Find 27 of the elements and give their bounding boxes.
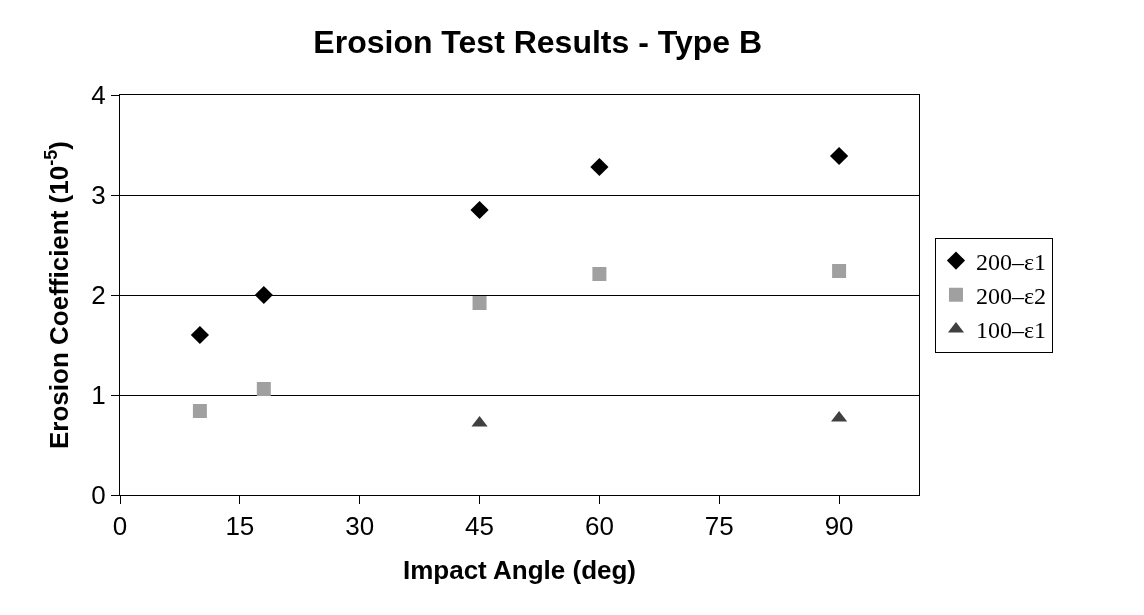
point [830, 146, 849, 166]
point [590, 157, 609, 177]
y-tick-label: 0 [91, 480, 106, 511]
x-axis-title: Impact Angle (deg) [402, 554, 637, 585]
point [192, 404, 207, 418]
point [256, 382, 271, 396]
legend-label: 200–ε2 [975, 283, 1047, 310]
legend-label: 200–ε1 [975, 248, 1047, 275]
point [472, 296, 487, 310]
y-tick-label: 1 [91, 380, 106, 411]
y-tick-label: 4 [91, 80, 106, 111]
point [832, 264, 847, 278]
x-tick-label: 0 [112, 511, 128, 542]
chart-title: Erosion Test Results - Type B [313, 24, 763, 61]
x-tick-label: 30 [345, 511, 375, 542]
legend-label: 100–ε1 [975, 317, 1047, 344]
x-tick-label: 60 [584, 511, 614, 542]
x-tick-label: 15 [225, 511, 255, 542]
point [470, 200, 489, 220]
point [190, 325, 209, 345]
point [592, 267, 607, 281]
point [254, 285, 273, 305]
x-tick-label: 75 [704, 511, 734, 542]
y-tick-label: 2 [91, 280, 106, 311]
y-tick-label: 3 [91, 180, 106, 211]
x-tick-label: 90 [824, 511, 854, 542]
x-tick-label: 45 [465, 511, 495, 542]
